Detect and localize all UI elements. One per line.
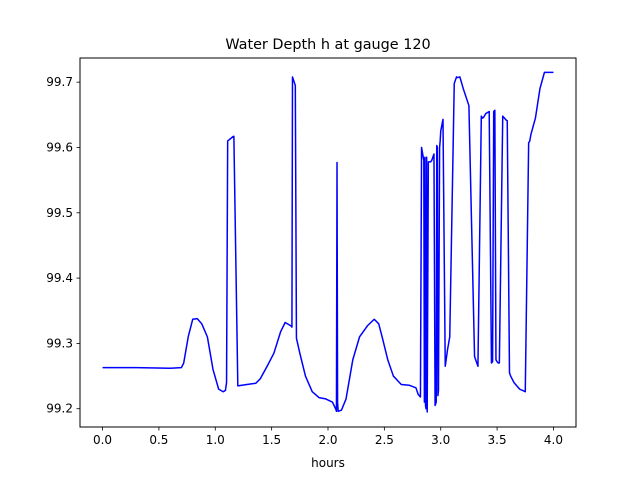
x-axis-label: hours	[311, 456, 345, 470]
x-tick-label: 0.0	[93, 433, 112, 447]
y-tick-label: 99.4	[46, 271, 73, 285]
y-axis: 99.2 99.3 99.4 99.5 99.6 99.7	[46, 75, 80, 416]
x-axis: 0.0 0.5 1.0 1.5 2.0 2.5 3.0 3.5 4.0	[93, 427, 563, 447]
x-tick-label: 1.5	[262, 433, 281, 447]
x-tick-label: 2.0	[318, 433, 337, 447]
y-tick-label: 99.7	[46, 75, 73, 89]
x-tick-label: 3.0	[431, 433, 450, 447]
x-tick-label: 2.5	[375, 433, 394, 447]
chart-title: Water Depth h at gauge 120	[225, 37, 430, 53]
y-tick-label: 99.5	[46, 206, 73, 220]
plot-area	[102, 71, 554, 413]
x-tick-label: 0.5	[149, 433, 168, 447]
x-tick-label: 4.0	[544, 433, 563, 447]
y-tick-label: 99.2	[46, 402, 73, 416]
series-line-0	[102, 71, 554, 413]
y-tick-label: 99.6	[46, 140, 73, 154]
x-tick-label: 3.5	[488, 433, 507, 447]
x-tick-label: 1.0	[206, 433, 225, 447]
y-tick-label: 99.3	[46, 336, 73, 350]
